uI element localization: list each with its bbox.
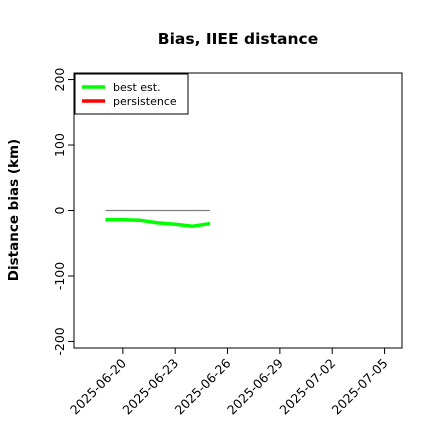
y-axis: -200 -100 0 100 200: [52, 68, 74, 356]
y-tick-label: 100: [52, 133, 67, 157]
y-axis-label: Distance bias (km): [6, 139, 22, 281]
y-tick-label: -200: [52, 327, 67, 355]
y-tick-label: 0: [52, 206, 67, 214]
y-tick-label: -100: [52, 262, 67, 290]
legend-box: [74, 73, 189, 115]
x-tick-label: 2025-07-05: [329, 356, 391, 418]
legend-label: best est.: [113, 81, 161, 94]
series-layer: [105, 209, 211, 228]
y-tick-label: 200: [52, 68, 67, 92]
x-axis: 2025-06-202025-06-232025-06-262025-06-29…: [67, 348, 391, 417]
chart-title: Bias, IIEE distance: [158, 30, 318, 48]
legend-label: persistence: [113, 95, 177, 108]
series-line-best-est-: [105, 217, 211, 228]
legend: best est.persistence: [74, 73, 189, 115]
